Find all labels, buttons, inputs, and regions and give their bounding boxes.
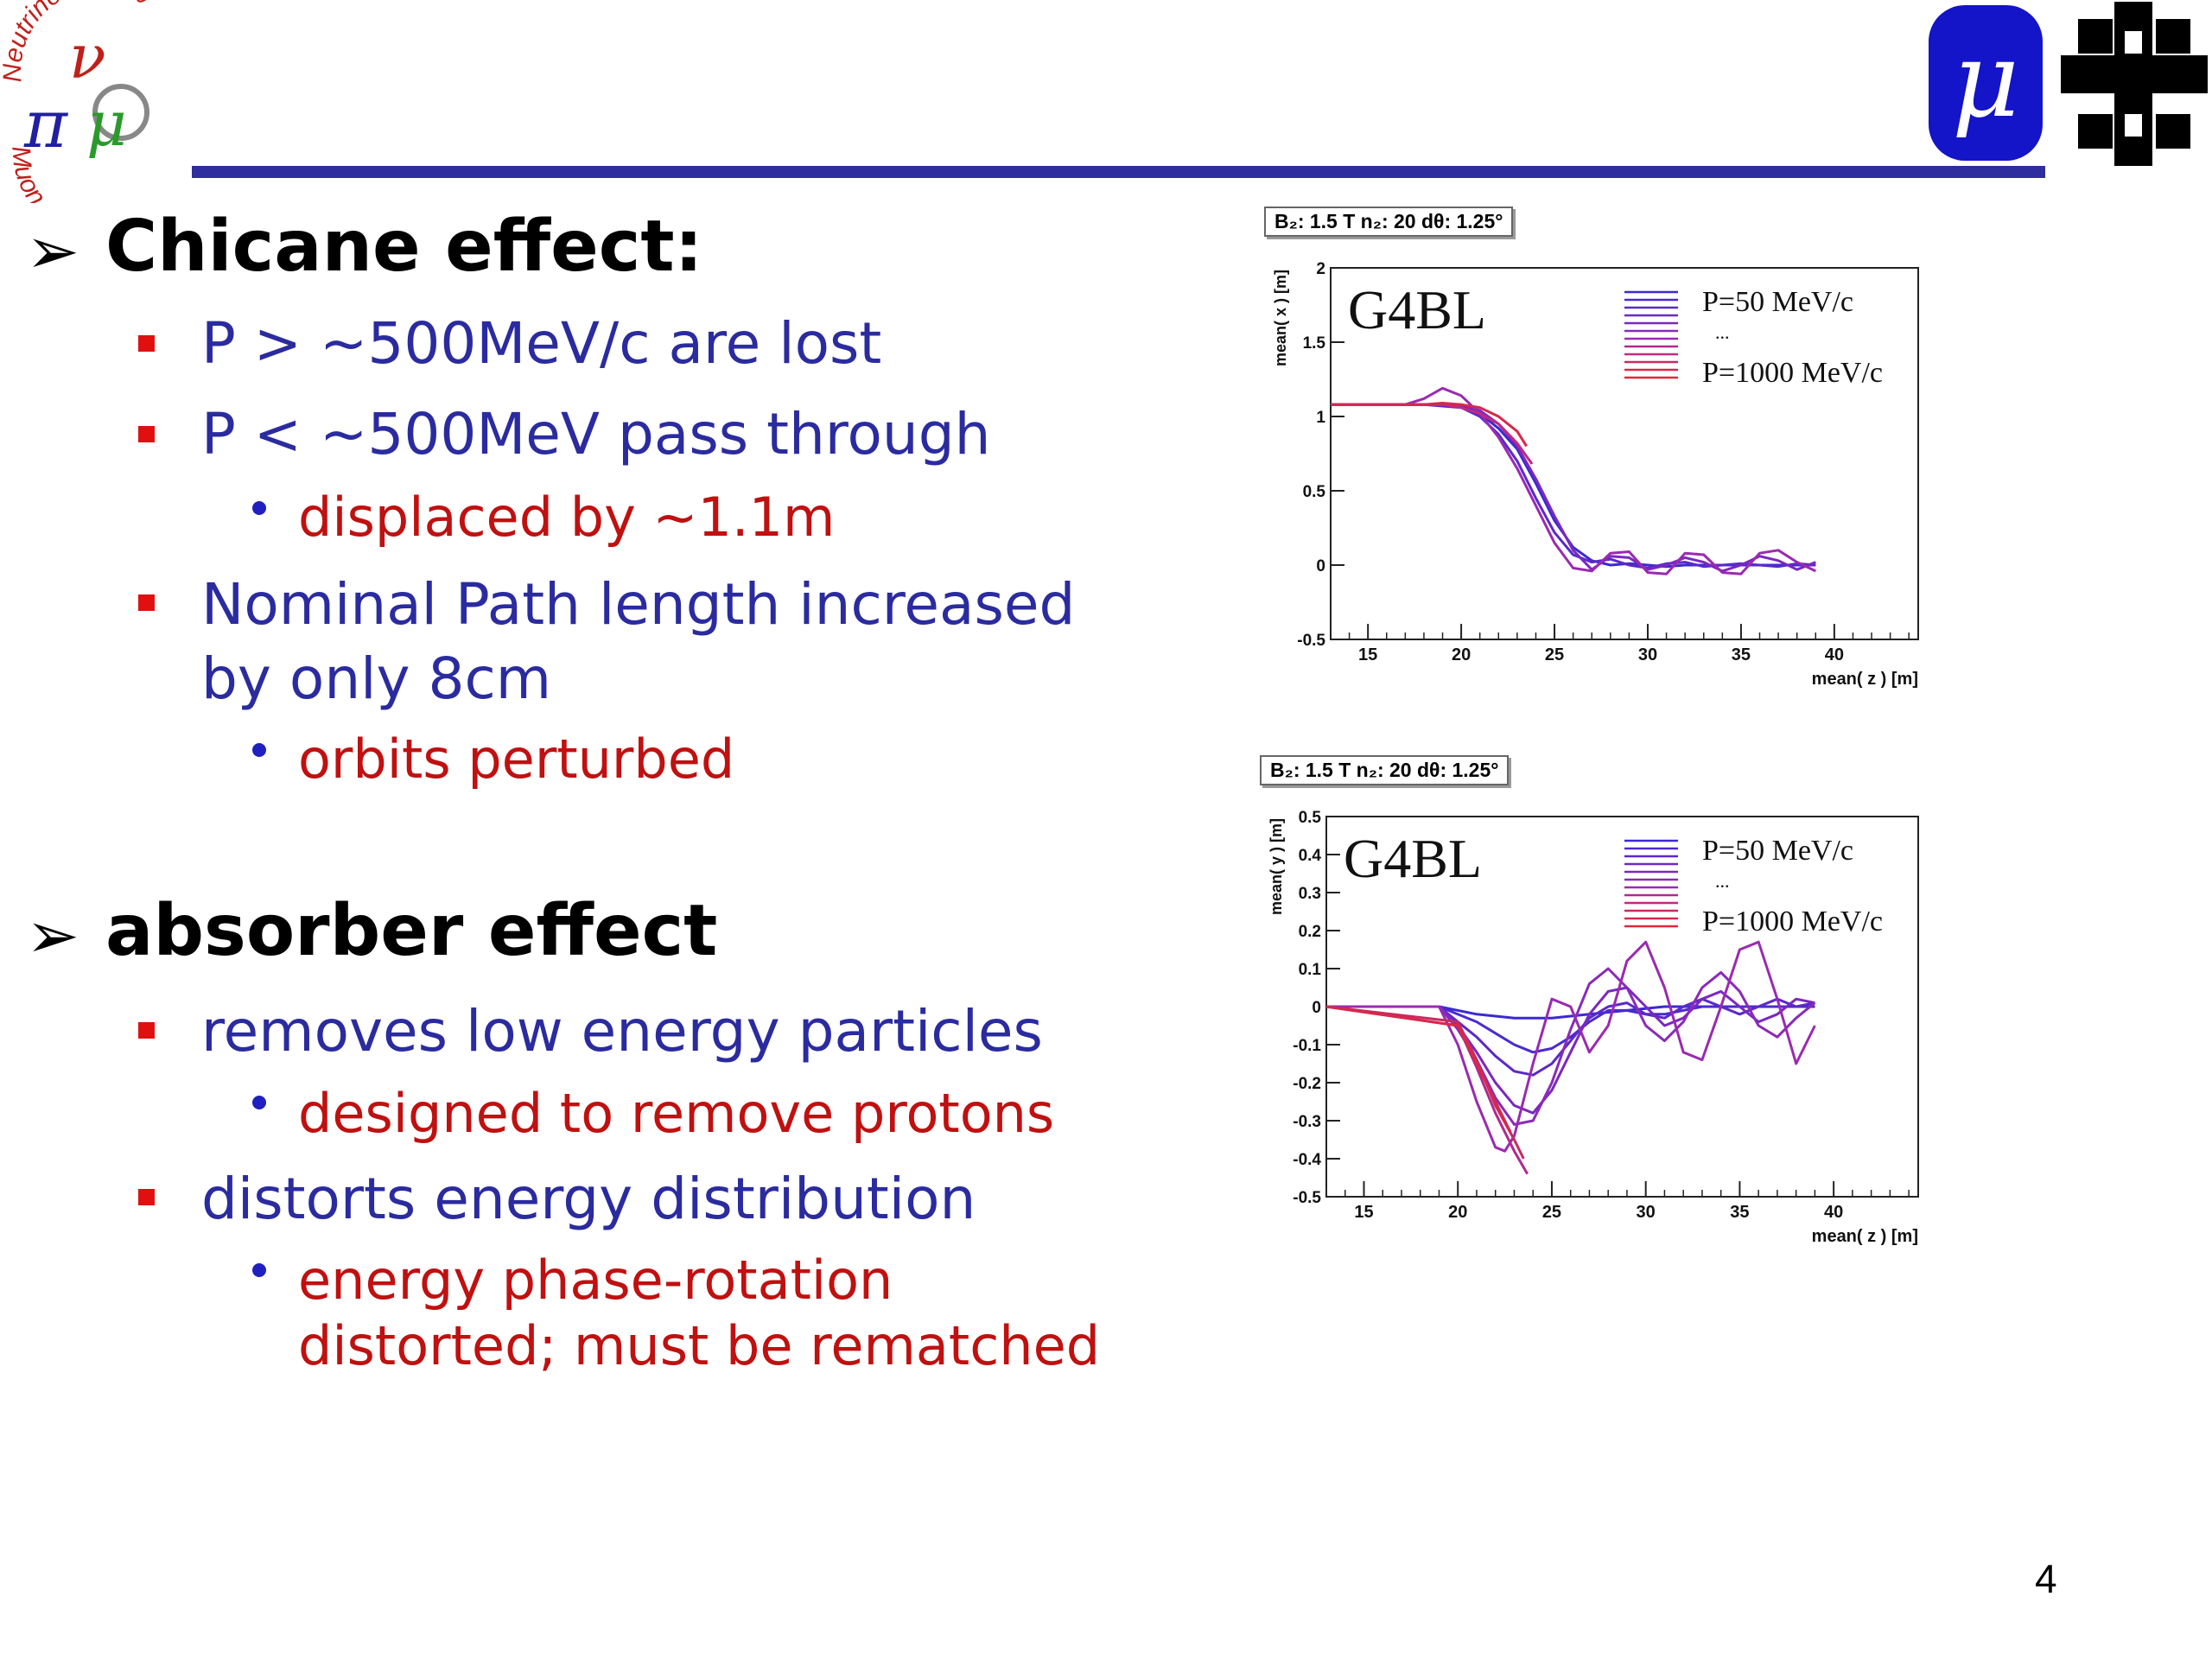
x-tick-label: 20 — [1452, 645, 1471, 664]
muon-logo: μ — [1929, 5, 2043, 161]
y-tick-label: 0 — [1316, 557, 1325, 575]
series-line — [1326, 967, 1816, 1126]
x-axis-label: mean( z ) [m] — [1812, 670, 1918, 689]
svg-text:π: π — [23, 86, 69, 162]
svg-text:ν: ν — [69, 22, 106, 92]
x-tick-label: 15 — [1354, 1203, 1373, 1222]
arrow-bullet-icon: ➢ — [26, 214, 80, 289]
x-tick-label: 30 — [1637, 1203, 1656, 1222]
y-tick-label: 0.1 — [1299, 961, 1322, 979]
y-tick-label: 1.5 — [1303, 334, 1326, 353]
legend-entry: P=50 MeV/c — [1702, 835, 1853, 867]
chicane-item-3-line1: Nominal Path length increased — [201, 571, 1076, 638]
y-tick-label: -0.5 — [1297, 632, 1325, 650]
y-tick-label: 0.5 — [1299, 809, 1322, 827]
square-bullet-icon — [138, 1022, 155, 1039]
plot-title: G4BL — [1348, 279, 1486, 340]
y-tick-label: -0.2 — [1293, 1075, 1321, 1093]
absorber-item-1-sub: designed to remove protons — [298, 1082, 1055, 1145]
absorber-item-2: distorts energy distribution — [201, 1166, 976, 1232]
x-tick-label: 20 — [1448, 1203, 1467, 1222]
y-tick-label: -0.5 — [1293, 1189, 1321, 1207]
square-bullet-icon — [138, 594, 155, 611]
heading-absorber: absorber effect — [105, 890, 718, 972]
y-axis-label: mean( y ) [m] — [1268, 818, 1285, 915]
absorber-item-2-sub-line1: energy phase-rotation — [298, 1249, 893, 1312]
series-line — [1331, 402, 1528, 448]
series-line — [1326, 1005, 1815, 1054]
heading-chicane: Chicane effect: — [105, 206, 703, 288]
legend-entry: ... — [1715, 870, 1730, 892]
dot-bullet-icon — [252, 1263, 266, 1277]
dot-bullet-icon — [252, 1096, 266, 1109]
series-line — [1331, 386, 1816, 575]
x-tick-label: 30 — [1638, 645, 1657, 664]
x-tick-label: 35 — [1732, 645, 1751, 664]
neutrino-factory-logo: Neutrino Factory Muon Collider ν π μ — [0, 0, 165, 203]
x-tick-label: 40 — [1824, 1203, 1843, 1222]
chicane-item-3-sub: orbits perturbed — [298, 728, 735, 791]
chicane-item-2: P < ~500MeV pass through — [201, 401, 991, 467]
plot-mean-y: B₂: 1.5 T n₂: 20 dθ: 1.25° 15 20 25 30 35 40 -… — [1253, 752, 1948, 1279]
absorber-item-2-sub-line2: distorted; must be rematched — [298, 1314, 1101, 1377]
x-axis-label: mean( z ) [m] — [1812, 1227, 1918, 1246]
square-bullet-icon — [138, 426, 155, 442]
header-rule — [192, 166, 2045, 178]
y-tick-label: 0.2 — [1299, 923, 1321, 941]
absorber-item-1: removes low energy particles — [201, 998, 1043, 1065]
y-tick-label: -0.3 — [1293, 1113, 1321, 1131]
x-tick-label: 35 — [1730, 1203, 1749, 1222]
y-axis-label: mean( x ) [m] — [1272, 270, 1289, 366]
chicane-item-2-sub: displaced by ~1.1m — [298, 486, 836, 549]
y-tick-label: 2 — [1316, 260, 1325, 278]
series-line — [1326, 940, 1816, 1153]
x-tick-label: 25 — [1542, 1203, 1561, 1222]
dot-bullet-icon — [252, 501, 266, 515]
chart-mean-x-svg: 15 20 25 30 35 40 -0.5 0 0.5 1 1.5 2 mean( z ) [m] me… — [1272, 260, 1919, 689]
square-bullet-icon — [138, 1189, 155, 1205]
chicane-item-3-line2: by only 8cm — [201, 645, 552, 712]
x-tick-label: 40 — [1825, 645, 1844, 664]
legend-entry: P=50 MeV/c — [1702, 286, 1853, 318]
plot-title: G4BL — [1344, 828, 1482, 889]
y-tick-label: 0.5 — [1303, 483, 1326, 501]
legend-entry: P=1000 MeV/c — [1702, 906, 1883, 938]
x-tick-label: 15 — [1358, 645, 1377, 664]
y-tick-label: 0.4 — [1299, 847, 1322, 865]
arrow-bullet-icon: ➢ — [26, 899, 80, 973]
dot-bullet-icon — [252, 743, 266, 757]
square-bullet-icon — [138, 335, 155, 352]
y-tick-label: 0.3 — [1299, 885, 1321, 903]
svg-text:μ: μ — [86, 87, 127, 160]
plot-frame — [1330, 267, 1919, 640]
page-number: 4 — [2035, 1556, 2057, 1601]
legend-entry: ... — [1715, 321, 1730, 343]
legend-entry: P=1000 MeV/c — [1702, 357, 1883, 389]
mu-glyph: μ — [1952, 21, 2019, 141]
stats-box: B₂: 1.5 T n₂: 20 dθ: 1.25° — [1260, 755, 1510, 785]
y-tick-label: -0.1 — [1293, 1037, 1321, 1055]
plot-mean-x: B₂: 1.5 T n₂: 20 dθ: 1.25° 15 20 25 30 35 40-… — [1257, 203, 1948, 721]
series-line — [1331, 403, 1816, 573]
x-tick-label: 25 — [1545, 645, 1564, 664]
series-line — [1325, 1005, 1512, 1133]
stats-box: B₂: 1.5 T n₂: 20 dθ: 1.25° — [1264, 207, 1514, 237]
y-tick-label: 0 — [1312, 999, 1321, 1017]
chicane-item-1: P > ~500MeV/c are lost — [201, 310, 882, 377]
y-tick-label: 1 — [1316, 409, 1325, 427]
fermilab-logo — [2061, 2, 2208, 166]
chart-mean-y-svg: 15 20 25 30 35 40 -0.5 -0.4 -0.3 -0.2 -0.1 0 0.1 0.2 0… — [1268, 809, 1919, 1246]
y-tick-label: -0.4 — [1293, 1151, 1321, 1169]
